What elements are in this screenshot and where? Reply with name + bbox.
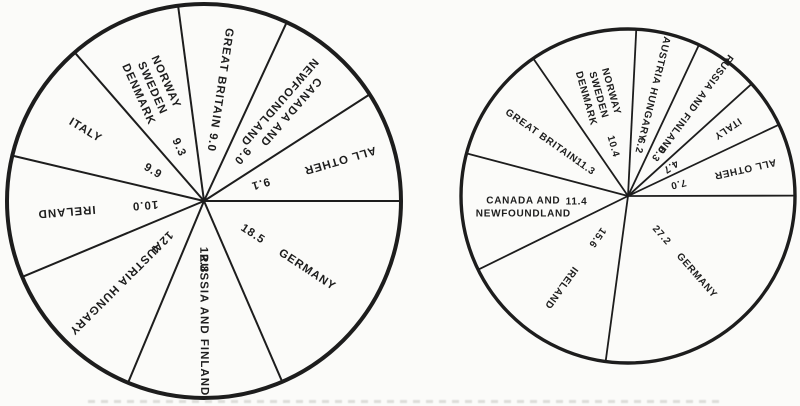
pie-left-slice-ireland-value: 10.0 bbox=[131, 198, 158, 212]
slice-name-line: RUSSIA AND FINLAND bbox=[197, 254, 210, 396]
pie-right-slice-norway-sweden-denmark-value: 10.4 bbox=[605, 134, 622, 158]
slice-divider bbox=[177, 5, 205, 202]
pie-right-slice-germany-label: GERMANY bbox=[674, 251, 719, 300]
slice-name-line: IRELAND bbox=[37, 203, 96, 220]
pie-left-slice-norway-sweden-denmark-value: 9.3 bbox=[169, 136, 188, 158]
pie-right-slice-italy-label: ITALY bbox=[712, 115, 744, 141]
pie-right-slice-russia-and-finland-label: RUSSIA AND FINLAND bbox=[654, 52, 735, 156]
pie-left-slice-russia-and-finland-label: RUSSIA AND FINLAND bbox=[197, 254, 210, 396]
pie-left-slice-italy-value: 9.9 bbox=[142, 161, 164, 181]
pie-right-slice-great-britain-value: 11.3 bbox=[573, 156, 597, 177]
slice-name-line: CANADA AND bbox=[486, 195, 560, 206]
slice-value: 27.2 bbox=[650, 224, 673, 248]
slice-divider bbox=[627, 44, 700, 197]
slice-name-line: GREAT BRITAIN bbox=[208, 27, 235, 129]
slice-value: 9.1 bbox=[250, 175, 272, 192]
slice-divider bbox=[12, 154, 205, 202]
slice-divider bbox=[21, 200, 205, 278]
slice-name-line: ITALY bbox=[67, 116, 104, 145]
slice-divider bbox=[73, 51, 205, 202]
slice-value: 11.3 bbox=[573, 156, 597, 177]
pie-left-slice-germany-value: 18.5 bbox=[239, 222, 268, 247]
slice-divider bbox=[627, 83, 753, 197]
slice-divider bbox=[203, 21, 288, 202]
pie-right-slice-ireland-label: IRELAND bbox=[542, 264, 580, 310]
slice-name-line: IRELAND bbox=[542, 264, 580, 310]
slice-value: 15.6 bbox=[586, 225, 608, 249]
pie-right-slice-canada-and-newfoundland-value: 11.4 bbox=[566, 197, 588, 208]
slice-divider bbox=[477, 195, 629, 271]
pie-left-slice-ireland-label: IRELAND bbox=[37, 203, 96, 220]
slice-value: 18.5 bbox=[239, 222, 268, 247]
pie-right-slice-austria-hungary-label: AUSTRIA HUNGARY bbox=[635, 35, 672, 142]
slice-name-line: RUSSIA AND FINLAND bbox=[654, 52, 735, 156]
pie-left-slice-germany-label: GERMANY bbox=[276, 247, 338, 293]
pie-right-slice-all-other-label: ALL OTHER bbox=[713, 156, 777, 181]
slice-divider bbox=[627, 29, 638, 197]
slice-name-line: AUSTRIA HUNGARY bbox=[67, 239, 165, 337]
pie-right-slice-austria-hungary-value: 6.2 bbox=[632, 136, 647, 154]
slice-divider bbox=[203, 93, 371, 202]
pie-right-slice-germany-value: 27.2 bbox=[650, 224, 673, 248]
pie-left-slice-great-britain-label: GREAT BRITAIN bbox=[208, 27, 235, 129]
slice-divider bbox=[203, 200, 284, 383]
slice-divider bbox=[627, 123, 780, 197]
slice-value: 9.9 bbox=[142, 161, 164, 181]
pie-right-slice-canada-and-newfoundland-label: CANADA AND NEWFOUNDLAND bbox=[476, 195, 571, 219]
slice-name-line: ITALY bbox=[712, 115, 744, 141]
pie-left-slice-italy-label: ITALY bbox=[67, 116, 104, 145]
slice-divider bbox=[127, 200, 205, 384]
pie-right-slice-all-other-value: 7.0 bbox=[669, 177, 687, 191]
slice-name-line: ALL OTHER bbox=[302, 144, 377, 177]
slice-divider bbox=[532, 57, 629, 197]
pie-left-slice-russia-and-finland-value: 12.8 bbox=[197, 247, 209, 273]
slice-divider bbox=[604, 195, 629, 362]
pie-right-slice-ireland-value: 15.6 bbox=[586, 225, 608, 249]
pie-right-slice-great-britain-label: GREAT BRITAIN bbox=[503, 107, 580, 165]
slice-value: 10.0 bbox=[131, 198, 158, 212]
pie-left-slice-all-other-value: 9.1 bbox=[250, 175, 272, 192]
cropped-caption-artifact bbox=[88, 400, 720, 403]
slice-divider bbox=[466, 152, 629, 197]
slice-value: 9.0 bbox=[205, 132, 220, 153]
slice-value: 9.0 bbox=[231, 145, 253, 167]
slice-value: 10.4 bbox=[605, 134, 622, 158]
pie-left-slice-all-other-label: ALL OTHER bbox=[302, 144, 377, 177]
slice-value: 9.3 bbox=[169, 136, 188, 158]
pie-left-slice-great-britain-value: 9.0 bbox=[205, 132, 220, 153]
slice-value: 11.4 bbox=[566, 197, 588, 208]
slice-name-line: GREAT BRITAIN bbox=[503, 107, 580, 165]
slice-value: 7.0 bbox=[669, 177, 687, 191]
pie-left-slice-canada-and-newfoundland-value: 9.0 bbox=[231, 145, 253, 167]
pie-left-slice-austria-hungary-label: AUSTRIA HUNGARY bbox=[67, 239, 165, 337]
slice-name-line: GERMANY bbox=[276, 247, 338, 293]
slice-value: 6.2 bbox=[632, 136, 647, 154]
slice-name-line: NEWFOUNDLAND bbox=[476, 208, 571, 219]
slice-name-line: AUSTRIA HUNGARY bbox=[635, 35, 672, 142]
slice-name-line: ALL OTHER bbox=[713, 156, 777, 181]
slice-value: 12.8 bbox=[197, 247, 209, 273]
slice-name-line: GERMANY bbox=[674, 251, 719, 300]
